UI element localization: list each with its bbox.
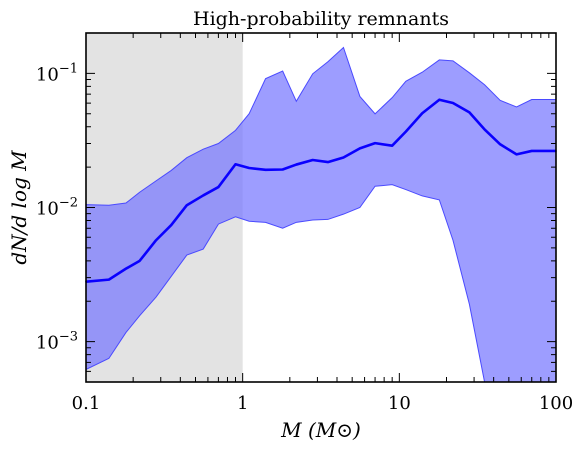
y-tick-base: 10 (36, 333, 59, 354)
median-point (138, 260, 141, 262)
median-line (85, 98, 556, 283)
median-point (170, 224, 173, 226)
x-tick-label: 100 (539, 393, 573, 414)
median-point (125, 267, 127, 270)
median-point (281, 168, 284, 171)
median-point (311, 159, 314, 161)
median-point (468, 111, 471, 114)
y-tick-exponent: −3 (59, 330, 78, 345)
median-point (421, 112, 424, 115)
x-tick-label: 1 (237, 393, 248, 414)
y-tick-label: 10−3 (36, 330, 78, 354)
chart-title: High-probability remnants (193, 8, 449, 30)
median-point (342, 156, 345, 159)
median-point (530, 150, 533, 152)
y-axis-label: dN/d log M (7, 150, 31, 265)
median-point (248, 167, 250, 169)
median-point (108, 278, 110, 281)
y-tick-exponent: −1 (59, 61, 78, 76)
y-tick-label: 10−1 (36, 61, 78, 85)
median-point (327, 161, 329, 163)
median-point (483, 128, 486, 131)
x-tick-label: 0.1 (72, 393, 101, 414)
x-tick-label: 10 (388, 393, 411, 414)
line-group (85, 98, 557, 283)
median-point (499, 143, 501, 146)
median-point (186, 204, 188, 207)
y-tick-base: 10 (36, 199, 59, 220)
median-point (391, 144, 393, 147)
median-point (374, 142, 376, 144)
median-point (234, 163, 237, 166)
y-tick-label: 10−2 (36, 196, 78, 220)
median-point (405, 130, 407, 133)
y-tick-base: 10 (36, 64, 59, 85)
median-point (295, 163, 298, 166)
plot-frame (85, 32, 557, 383)
median-point (202, 194, 205, 197)
median-point (452, 102, 454, 104)
median-point (264, 169, 267, 171)
median-point (217, 186, 220, 188)
y-tick-exponent: −2 (59, 196, 78, 211)
ticks-group (85, 32, 557, 383)
median-point (359, 147, 361, 150)
x-axis-label: M (M⊙) (280, 418, 361, 442)
median-point (515, 153, 518, 156)
median-point (155, 239, 157, 242)
median-point (438, 98, 441, 101)
